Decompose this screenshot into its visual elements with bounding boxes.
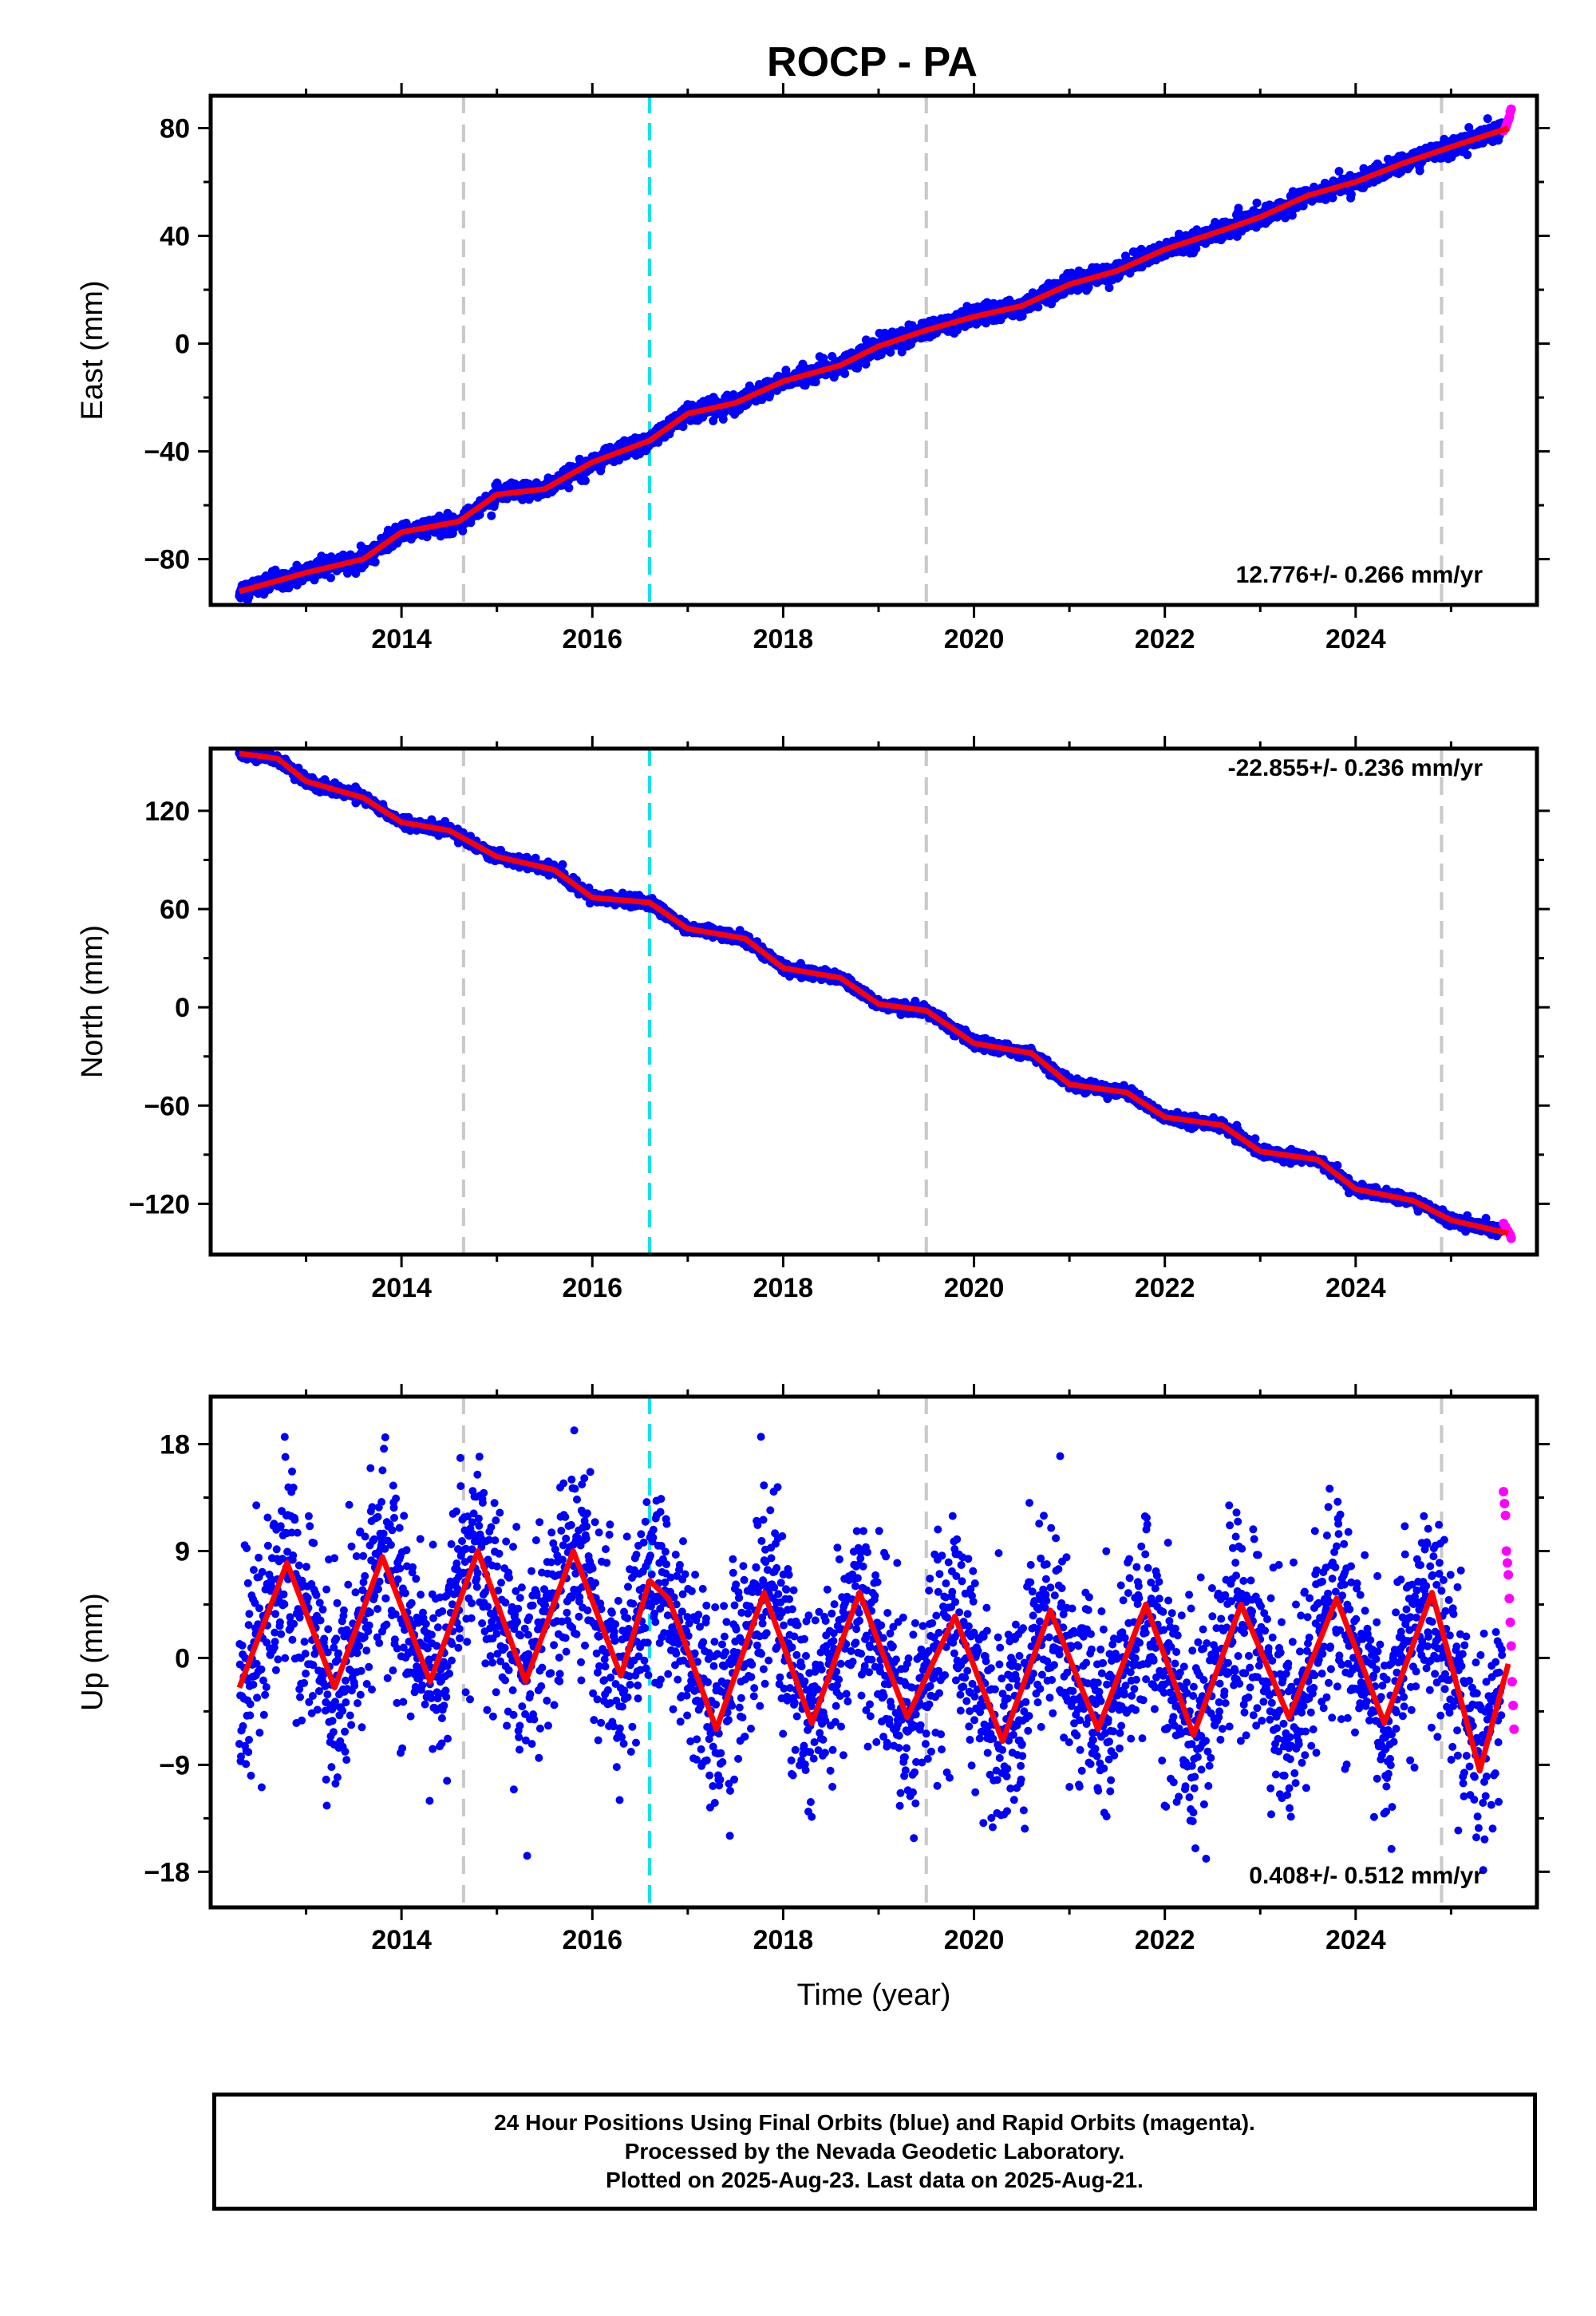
panel-frame-east: [208, 93, 1539, 607]
rapid-orbit-point-east-7: [1506, 104, 1516, 114]
footer-line-2: Processed by the Nevada Geodetic Laborat…: [624, 2139, 1125, 2164]
x-tick-label-north-3: 2020: [944, 1273, 1005, 1303]
y-tick-label-north-2: 0: [175, 993, 190, 1023]
x-axis-label: Time (year): [797, 1978, 951, 2012]
y-tick-label-up-3: 9: [175, 1536, 190, 1567]
y-tick-label-north-0: −120: [128, 1189, 190, 1219]
panels-group: −80 −40 0 40 80 2014 2016 2018 2020 2022 2024 East …: [76, 83, 1550, 2012]
x-tick-label-up-2: 2018: [753, 1925, 814, 1955]
x-tick-label-north-1: 2016: [562, 1273, 622, 1303]
y-tick-label-east-2: 0: [175, 330, 190, 360]
y-tick-label-up-0: −18: [144, 1857, 190, 1887]
x-tick-label-up-5: 2024: [1325, 1925, 1386, 1955]
rapid-orbit-point-up-10: [1508, 1700, 1519, 1710]
final-orbit-points-up: [235, 1426, 1507, 1875]
final-orbit-points-north: [235, 749, 1507, 1241]
plot-area-up: [235, 1397, 1519, 1907]
model-fit-line-up: [236, 1548, 1511, 1774]
rapid-orbit-point-up-1: [1499, 1498, 1510, 1508]
chart-title: ROCP - PA: [767, 39, 978, 85]
y-tick-label-up-4: 18: [160, 1430, 190, 1460]
plot-area-north: [235, 749, 1516, 1255]
y-tick-label-east-3: 40: [160, 222, 190, 252]
x-tick-label-east-0: 2014: [371, 624, 432, 654]
y-tick-label-east-4: 80: [160, 114, 190, 144]
panel-frame-up: [208, 1394, 1539, 1910]
rapid-orbit-point-up-9: [1507, 1677, 1517, 1687]
y-tick-label-north-3: 60: [160, 895, 190, 925]
y-axis-label-east: East (mm): [76, 280, 109, 420]
model-fit-line-east: [238, 125, 1510, 595]
rapid-orbit-point-up-7: [1505, 1617, 1515, 1627]
x-tick-label-east-4: 2022: [1135, 624, 1195, 654]
rapid-orbit-point-up-3: [1501, 1546, 1511, 1556]
rapid-orbit-point-up-2: [1500, 1510, 1511, 1520]
x-tick-label-up-4: 2022: [1135, 1925, 1195, 1955]
x-tick-label-up-3: 2020: [944, 1925, 1005, 1955]
y-tick-label-east-1: −40: [144, 437, 190, 468]
rate-label-east: 12.776+/- 0.266 mm/yr: [1236, 562, 1483, 588]
y-tick-label-north-1: −60: [144, 1091, 190, 1121]
rapid-orbit-point-up-4: [1502, 1558, 1512, 1568]
y-axis-label-up: Up (mm): [76, 1593, 109, 1711]
y-axis-label-north: North (mm): [76, 925, 109, 1078]
rapid-orbit-point-up-8: [1506, 1641, 1516, 1651]
rapid-orbit-point-up-6: [1504, 1594, 1515, 1604]
rate-label-north: -22.855+/- 0.236 mm/yr: [1228, 755, 1483, 781]
panel-east: −80 −40 0 40 80 2014 2016 2018 2020 2022 2024 East …: [76, 83, 1550, 654]
model-fit-line-north: [239, 750, 1509, 1236]
x-tick-label-east-2: 2018: [753, 624, 814, 654]
plot-area-east: [235, 96, 1516, 605]
rate-label-up: 0.408+/- 0.512 mm/yr: [1249, 1863, 1483, 1889]
x-tick-label-up-1: 2016: [562, 1925, 622, 1955]
footer-line-3: Plotted on 2025-Aug-23. Last data on 202…: [606, 2168, 1144, 2192]
x-tick-label-east-5: 2024: [1325, 624, 1386, 654]
y-tick-label-up-2: 0: [175, 1643, 190, 1674]
panel-frame-north: [208, 746, 1539, 1257]
rapid-orbit-point-up-0: [1499, 1487, 1509, 1497]
rapid-orbit-point-up-5: [1503, 1570, 1514, 1580]
x-tick-label-north-5: 2024: [1325, 1273, 1386, 1303]
x-tick-label-up-0: 2014: [371, 1925, 432, 1955]
rapid-orbit-point-north-5: [1506, 1233, 1516, 1243]
y-tick-label-up-1: −9: [159, 1750, 190, 1780]
x-tick-label-east-1: 2016: [562, 624, 622, 654]
y-tick-label-east-0: −80: [144, 545, 190, 575]
panel-north: −120 −60 0 60 120 2014 2016 2018 2020 2022 2024 Nor…: [76, 736, 1550, 1303]
x-tick-label-north-4: 2022: [1135, 1273, 1195, 1303]
final-orbit-points-east: [235, 114, 1507, 605]
x-tick-label-north-0: 2014: [371, 1273, 432, 1303]
x-tick-label-north-2: 2018: [753, 1273, 814, 1303]
panel-up: −18 −9 0 9 18 2014 2016 2018 2020 2022 2024 Up (mm)…: [76, 1384, 1550, 1955]
y-tick-label-north-4: 120: [144, 796, 190, 827]
footer-box: 24 Hour Positions Using Final Orbits (bl…: [212, 2093, 1537, 2211]
footer-line-1: 24 Hour Positions Using Final Orbits (bl…: [494, 2110, 1255, 2135]
rapid-orbit-point-up-11: [1509, 1724, 1519, 1734]
x-tick-label-east-3: 2020: [944, 624, 1005, 654]
